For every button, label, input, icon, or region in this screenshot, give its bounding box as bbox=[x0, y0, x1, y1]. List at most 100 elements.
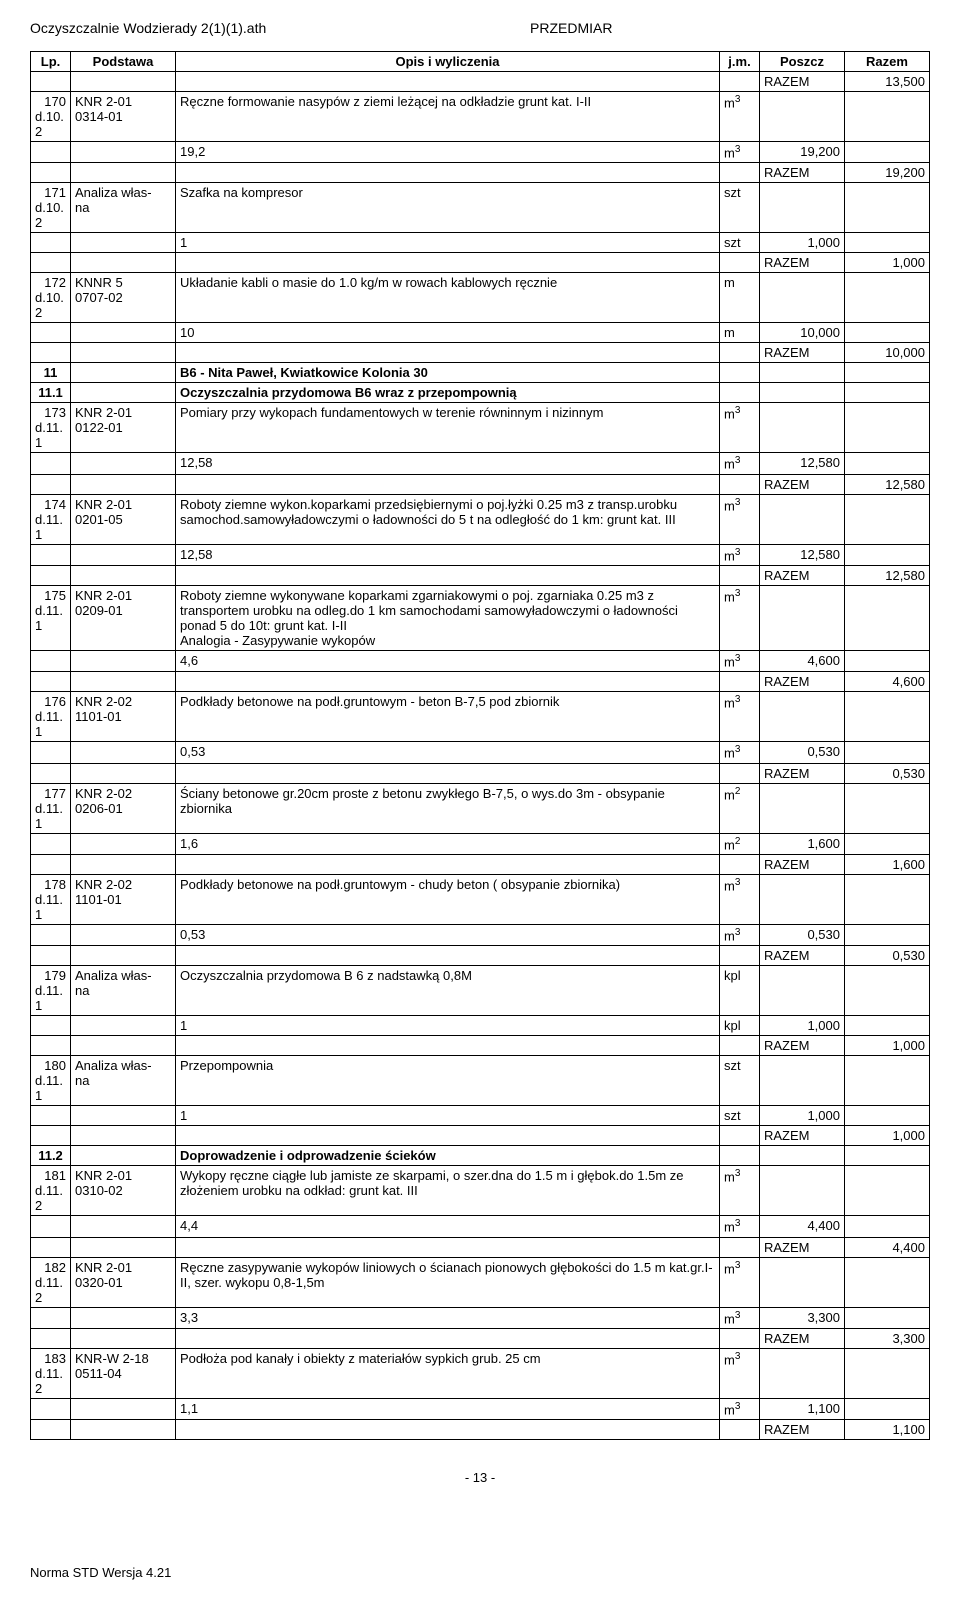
item-jm: m3 bbox=[720, 1348, 760, 1398]
col-jm: j.m. bbox=[720, 52, 760, 72]
item-base: Analiza włas-na bbox=[71, 1056, 176, 1106]
razem-row: RAZEM1,000 bbox=[31, 1126, 930, 1146]
calc-row: 4,4m34,400 bbox=[31, 1216, 930, 1237]
calc-desc: 10 bbox=[176, 323, 720, 343]
calc-jm: m3 bbox=[720, 544, 760, 565]
item-jm: m3 bbox=[720, 403, 760, 453]
item-desc: Szafka na kompresor bbox=[176, 183, 720, 233]
item-base: KNNR 50707-02 bbox=[71, 273, 176, 323]
item-base: KNR 2-010310-02 bbox=[71, 1166, 176, 1216]
calc-row: 1szt1,000 bbox=[31, 233, 930, 253]
item-jm: m3 bbox=[720, 1257, 760, 1307]
razem-value: 1,000 bbox=[845, 1036, 930, 1056]
calc-jm: kpl bbox=[720, 1016, 760, 1036]
calc-poszcz: 1,000 bbox=[760, 1016, 845, 1036]
item-desc: Ręczne zasypywanie wykopów liniowych o ś… bbox=[176, 1257, 720, 1307]
item-row: 177d.11.1KNR 2-020206-01Ściany betonowe … bbox=[31, 783, 930, 833]
calc-desc: 0,53 bbox=[176, 742, 720, 763]
calc-row: 1kpl1,000 bbox=[31, 1016, 930, 1036]
item-dref: d.10.2 bbox=[35, 200, 66, 230]
item-desc: Przepompownia bbox=[176, 1056, 720, 1106]
main-table: Lp. Podstawa Opis i wyliczenia j.m. Posz… bbox=[30, 51, 930, 1440]
razem-value: 1,100 bbox=[845, 1420, 930, 1440]
item-lp: 170 bbox=[35, 94, 66, 109]
item-row: 172d.10.2KNNR 50707-02Układanie kabli o … bbox=[31, 273, 930, 323]
calc-desc: 19,2 bbox=[176, 142, 720, 163]
razem-row: RAZEM12,580 bbox=[31, 565, 930, 585]
razem-label: RAZEM bbox=[760, 1328, 845, 1348]
calc-poszcz: 3,300 bbox=[760, 1307, 845, 1328]
calc-poszcz: 0,530 bbox=[760, 924, 845, 945]
razem-value: 13,500 bbox=[845, 72, 930, 92]
calc-desc: 0,53 bbox=[176, 924, 720, 945]
calc-poszcz: 0,530 bbox=[760, 742, 845, 763]
item-lp: 171 bbox=[35, 185, 66, 200]
calc-desc: 4,6 bbox=[176, 650, 720, 671]
calc-jm: m2 bbox=[720, 833, 760, 854]
item-base: KNR 2-010201-05 bbox=[71, 494, 176, 544]
calc-poszcz: 4,400 bbox=[760, 1216, 845, 1237]
item-dref: d.10.2 bbox=[35, 290, 66, 320]
item-row: 175d.11.1KNR 2-010209-01Roboty ziemne wy… bbox=[31, 585, 930, 650]
doc-header: Oczyszczalnie Wodzierady 2(1)(1).ath PRZ… bbox=[30, 20, 930, 36]
calc-jm: m bbox=[720, 323, 760, 343]
header-center: PRZEDMIAR bbox=[430, 20, 930, 36]
razem-value: 1,000 bbox=[845, 1126, 930, 1146]
calc-poszcz: 12,580 bbox=[760, 453, 845, 474]
razem-label: RAZEM bbox=[760, 946, 845, 966]
item-dref: d.10.2 bbox=[35, 109, 66, 139]
calc-row: 19,2m319,200 bbox=[31, 142, 930, 163]
calc-jm: m3 bbox=[720, 742, 760, 763]
razem-row: RAZEM10,000 bbox=[31, 343, 930, 363]
item-jm: szt bbox=[720, 183, 760, 233]
item-dref: d.11.1 bbox=[35, 420, 66, 450]
razem-label: RAZEM bbox=[760, 854, 845, 874]
item-desc: Roboty ziemne wykonywane koparkami zgarn… bbox=[176, 585, 720, 650]
table-header-row: Lp. Podstawa Opis i wyliczenia j.m. Posz… bbox=[31, 52, 930, 72]
item-lp: 179 bbox=[35, 968, 66, 983]
calc-jm: m3 bbox=[720, 142, 760, 163]
calc-row: 1,1m31,100 bbox=[31, 1398, 930, 1419]
item-desc: Podkłady betonowe na podł.gruntowym - ch… bbox=[176, 874, 720, 924]
item-desc: Roboty ziemne wykon.koparkami przedsiębi… bbox=[176, 494, 720, 544]
item-row: 173d.11.1KNR 2-010122-01Pomiary przy wyk… bbox=[31, 403, 930, 453]
calc-desc: 1,6 bbox=[176, 833, 720, 854]
calc-jm: szt bbox=[720, 1106, 760, 1126]
item-base: KNR 2-010122-01 bbox=[71, 403, 176, 453]
item-jm: m3 bbox=[720, 1166, 760, 1216]
calc-row: 0,53m30,530 bbox=[31, 742, 930, 763]
razem-value: 12,580 bbox=[845, 565, 930, 585]
calc-poszcz: 1,600 bbox=[760, 833, 845, 854]
item-base: KNR 2-010320-01 bbox=[71, 1257, 176, 1307]
razem-label: RAZEM bbox=[760, 474, 845, 494]
item-dref: d.11.1 bbox=[35, 709, 66, 739]
calc-jm: m3 bbox=[720, 1307, 760, 1328]
item-desc: Podłoża pod kanały i obiekty z materiałó… bbox=[176, 1348, 720, 1398]
razem-row: RAZEM1,600 bbox=[31, 854, 930, 874]
item-dref: d.11.1 bbox=[35, 603, 66, 633]
item-row: 170d.10.2KNR 2-010314-01Ręczne formowani… bbox=[31, 92, 930, 142]
item-row: 174d.11.1KNR 2-010201-05Roboty ziemne wy… bbox=[31, 494, 930, 544]
razem-label: RAZEM bbox=[760, 565, 845, 585]
razem-label: RAZEM bbox=[760, 163, 845, 183]
col-poszcz: Poszcz bbox=[760, 52, 845, 72]
section-desc: B6 - Nita Paweł, Kwiatkowice Kolonia 30 bbox=[176, 363, 720, 383]
calc-row: 1szt1,000 bbox=[31, 1106, 930, 1126]
item-lp: 173 bbox=[35, 405, 66, 420]
item-desc: Układanie kabli o masie do 1.0 kg/m w ro… bbox=[176, 273, 720, 323]
item-base: KNR-W 2-180511-04 bbox=[71, 1348, 176, 1398]
item-base: Analiza włas-na bbox=[71, 966, 176, 1016]
item-row: 181d.11.2KNR 2-010310-02Wykopy ręczne ci… bbox=[31, 1166, 930, 1216]
calc-jm: m3 bbox=[720, 1398, 760, 1419]
razem-row: RAZEM3,300 bbox=[31, 1328, 930, 1348]
item-jm: m3 bbox=[720, 692, 760, 742]
razem-value: 19,200 bbox=[845, 163, 930, 183]
razem-value: 10,000 bbox=[845, 343, 930, 363]
page-number: - 13 - bbox=[30, 1470, 930, 1485]
item-lp: 174 bbox=[35, 497, 66, 512]
calc-poszcz: 1,100 bbox=[760, 1398, 845, 1419]
calc-desc: 12,58 bbox=[176, 544, 720, 565]
item-base: KNR 2-010209-01 bbox=[71, 585, 176, 650]
page: Oczyszczalnie Wodzierady 2(1)(1).ath PRZ… bbox=[0, 0, 960, 1600]
section-row: 11.2Doprowadzenie i odprowadzenie ściekó… bbox=[31, 1146, 930, 1166]
